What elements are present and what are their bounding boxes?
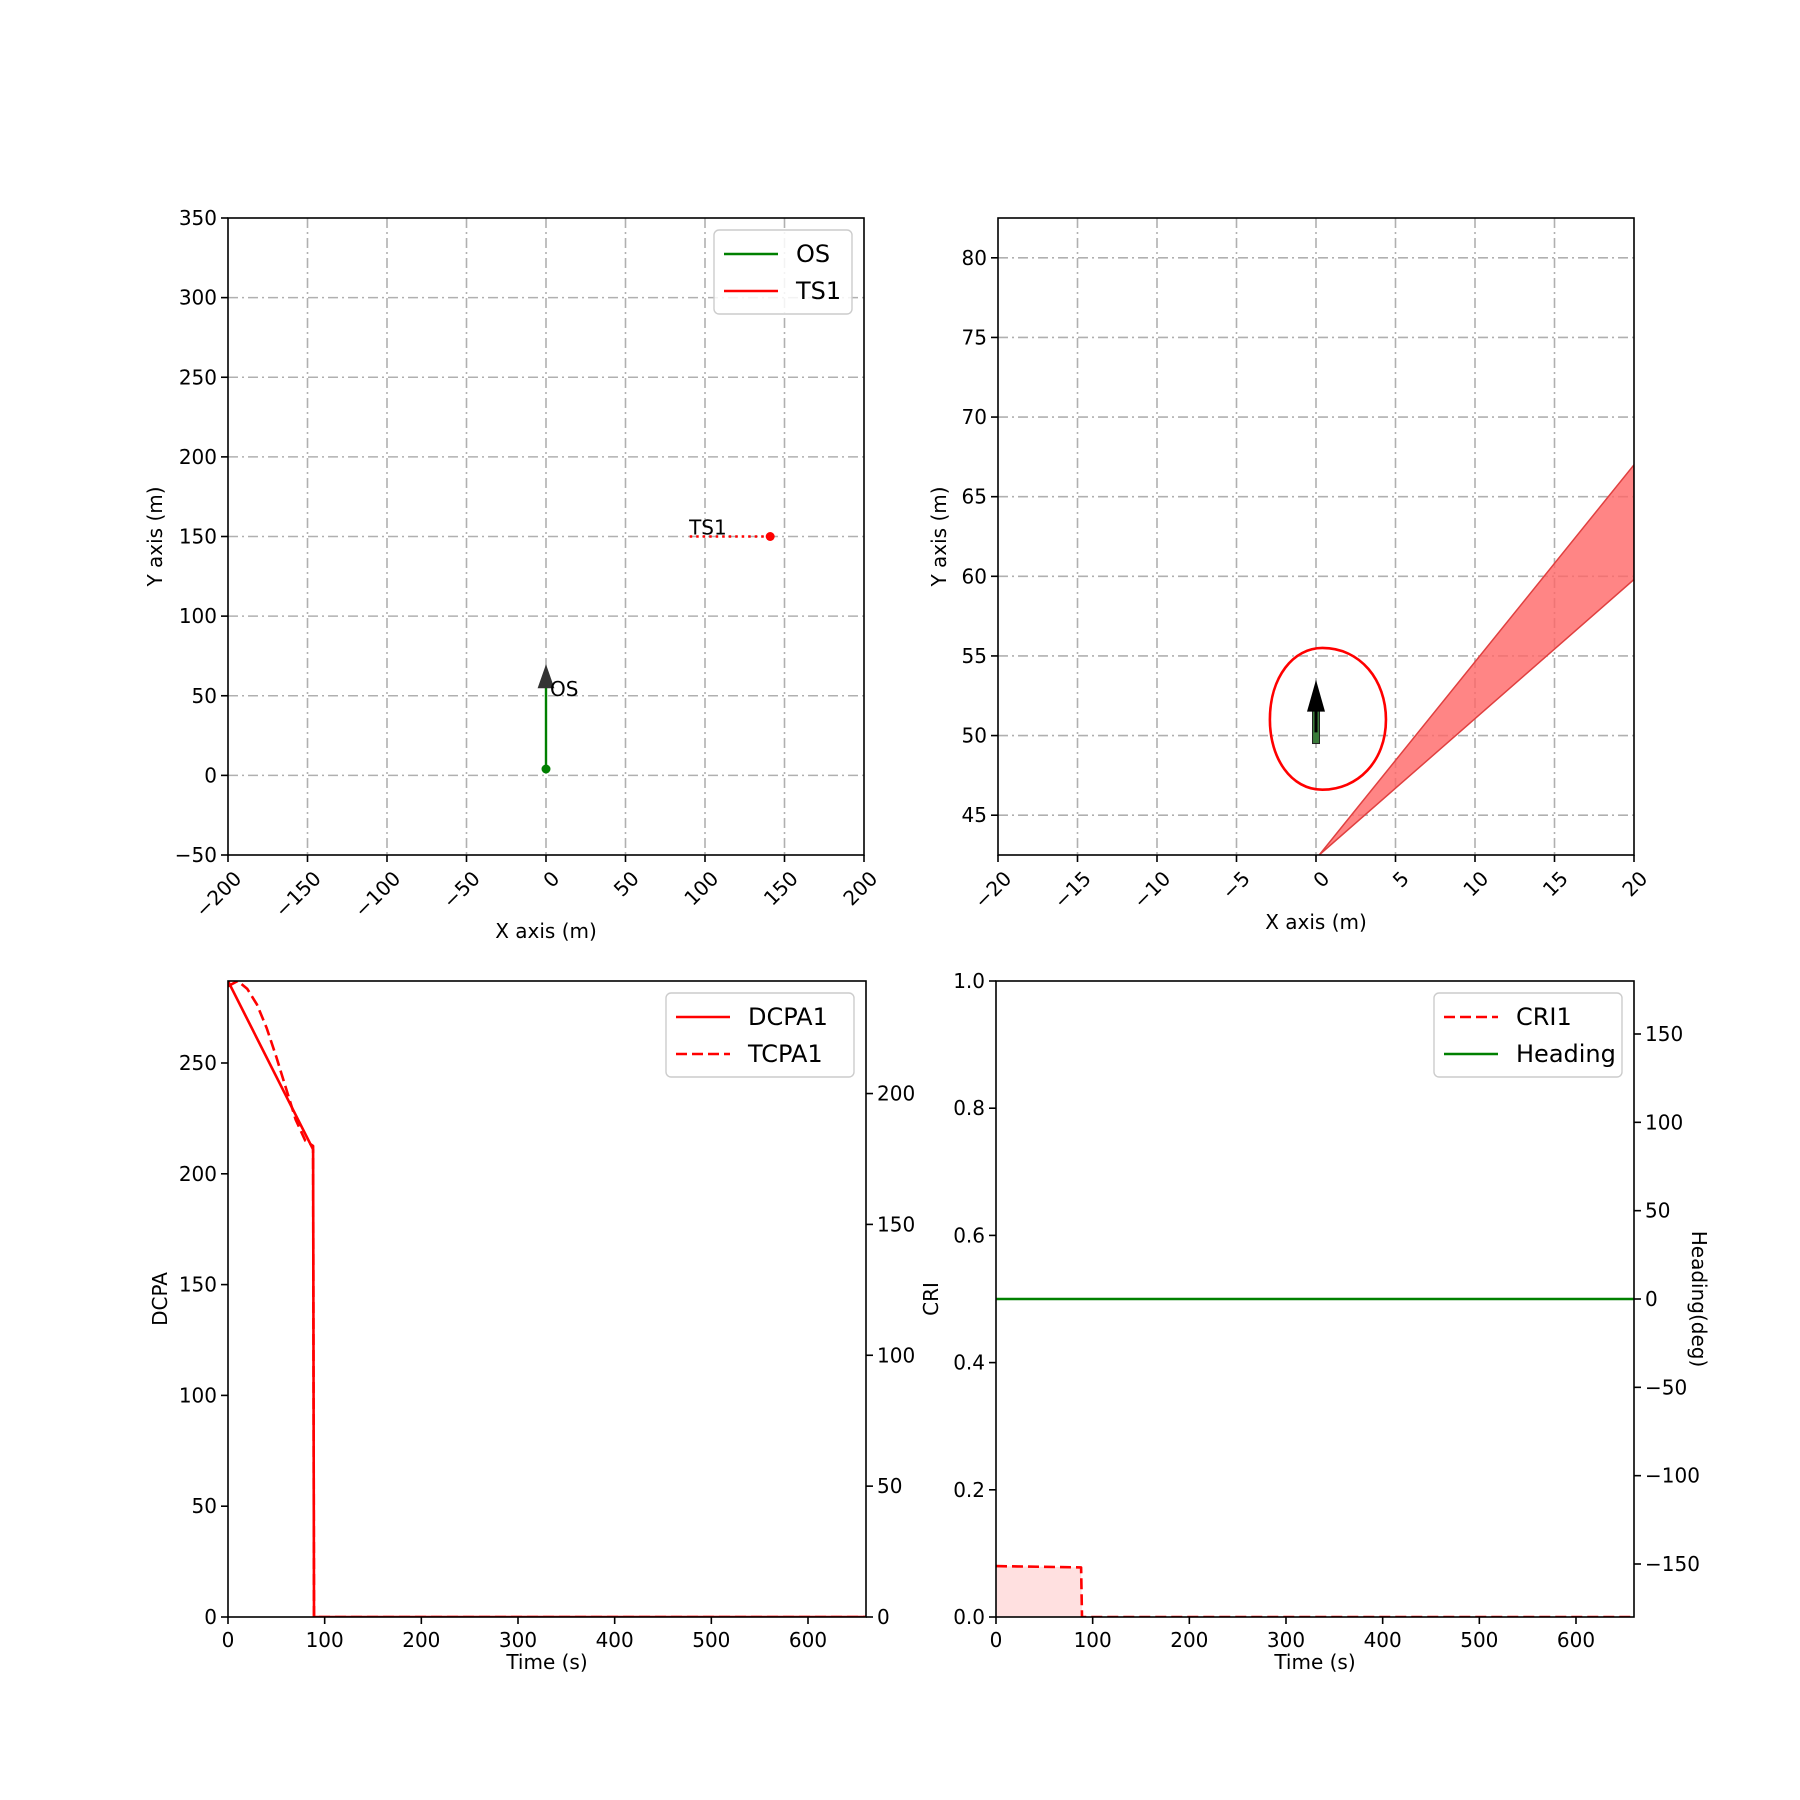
series-line-cri1 (996, 1564, 1634, 1617)
y2-axis-label: Heading(deg) (1687, 1231, 1711, 1368)
y-tick-label: 350 (179, 206, 217, 230)
x-tick-label: 400 (1364, 1628, 1402, 1652)
y2-tick-label: 0 (877, 1605, 890, 1629)
y-tick-label: 65 (962, 485, 987, 509)
y-tick-label: 100 (179, 604, 217, 628)
y-tick-label: 70 (962, 405, 987, 429)
x-axis-label: Time (s) (1273, 1650, 1355, 1674)
y-tick-label: 100 (179, 1383, 217, 1407)
y-tick-label: 50 (192, 684, 217, 708)
y2-tick-label: 150 (877, 1212, 915, 1236)
legend-label-dcpa1: DCPA1 (748, 1003, 828, 1031)
axes-frame (227, 980, 867, 1618)
y-tick-label: 150 (179, 1273, 217, 1297)
plot-area (996, 1297, 1634, 1617)
x-tick-label: 0 (990, 1628, 1003, 1652)
y-tick-label: 0.0 (953, 1605, 985, 1629)
x-tick-label: 500 (692, 1628, 730, 1652)
series-start-point-ts1 (765, 532, 775, 541)
y2-tick-label: −150 (1645, 1552, 1700, 1576)
y-axis-label: DCPA (148, 1272, 172, 1326)
y2-tick-label: 200 (877, 1082, 915, 1106)
y-tick-label: 0.4 (953, 1351, 985, 1375)
y-tick-label: 0.2 (953, 1478, 985, 1502)
legend-label-cri1: CRI1 (1516, 1003, 1572, 1031)
y-tick-label: 50 (962, 724, 987, 748)
y2-tick-label: 50 (1645, 1199, 1670, 1223)
y2-tick-label: −100 (1645, 1464, 1700, 1488)
y-axis-label: Y axis (m) (927, 486, 951, 587)
series-line-tcpa1 (228, 981, 866, 1617)
x-axis-label: X axis (m) (1265, 910, 1367, 934)
x-tick-label: 100 (306, 1628, 344, 1652)
y-tick-label: 200 (179, 1162, 217, 1186)
x-tick-label: 200 (1170, 1628, 1208, 1652)
x-tick-label: 0 (222, 1628, 235, 1652)
legend-label-tcpa1: TCPA1 (747, 1040, 823, 1068)
x-tick-label: 400 (596, 1628, 634, 1652)
y-tick-label: 75 (962, 325, 987, 349)
legend-box (665, 992, 855, 1078)
y2-tick-label: 100 (1645, 1110, 1683, 1134)
plot-area (228, 981, 866, 1617)
y-axis-label: Y axis (m) (143, 486, 167, 587)
y-tick-label: 250 (179, 1051, 217, 1075)
x-tick-label: 200 (402, 1628, 440, 1652)
y-tick-label: −50 (175, 843, 217, 867)
panel-cri-heading: 0 100 200 300 400 500 6000.00.20.40.60.81.0−15… (919, 969, 1711, 1674)
y-axis-label: CRI (919, 1282, 943, 1316)
x-tick-label: 600 (789, 1628, 827, 1652)
y-tick-label: 50 (192, 1494, 217, 1518)
x-tick-label: 300 (1267, 1628, 1305, 1652)
y-tick-label: 250 (179, 365, 217, 389)
y-tick-label: 300 (179, 286, 217, 310)
y-tick-label: 150 (179, 525, 217, 549)
annotation-os: OS (550, 677, 578, 701)
x-axis-label: X axis (m) (495, 919, 597, 943)
y-tick-label: 80 (962, 246, 987, 270)
legend-label-ts1: TS1 (795, 277, 841, 305)
y-tick-label: 1.0 (953, 969, 985, 993)
x-tick-label: 600 (1557, 1628, 1595, 1652)
y2-tick-label: 100 (877, 1343, 915, 1367)
y2-tick-label: 150 (1645, 1022, 1683, 1046)
series-start-point-os (541, 764, 551, 774)
heading-arrow-icon (1307, 679, 1325, 712)
plot-area (1268, 463, 1634, 855)
ship-domain-ellipse (1268, 646, 1388, 792)
plot-area (537, 532, 775, 774)
legend-label-heading: Heading (1516, 1040, 1616, 1068)
y-tick-label: 0 (204, 1605, 217, 1629)
os-ship-icon (537, 664, 555, 689)
x-tick-label: 100 (1074, 1628, 1112, 1652)
series-fill-cri1 (996, 1566, 1634, 1617)
x-tick-label: 500 (1460, 1628, 1498, 1652)
panel-dcpa-tcpa: 0 100 200 300 400 500 600 0 50 100 150 200 250 0 50 100… (148, 980, 915, 1674)
y-tick-label: 60 (962, 564, 987, 588)
legend-box (713, 229, 853, 315)
y2-tick-label: 0 (1645, 1287, 1658, 1311)
collision-cone-area (1318, 463, 1634, 855)
y-tick-label: 0.6 (953, 1223, 985, 1247)
y2-tick-label: 50 (877, 1474, 902, 1498)
y-tick-label: 0 (204, 763, 217, 787)
legend-box (1433, 992, 1623, 1078)
x-axis-label: Time (s) (505, 1650, 587, 1674)
y-tick-label: 45 (962, 803, 987, 827)
y2-tick-label: −50 (1645, 1375, 1687, 1399)
legend-label-os: OS (796, 240, 830, 268)
x-tick-label: 300 (499, 1628, 537, 1652)
y-tick-label: 0.8 (953, 1096, 985, 1120)
y-tick-label: 200 (179, 445, 217, 469)
y-tick-label: 55 (962, 644, 987, 668)
annotation-ts1: TS1 (688, 516, 727, 540)
